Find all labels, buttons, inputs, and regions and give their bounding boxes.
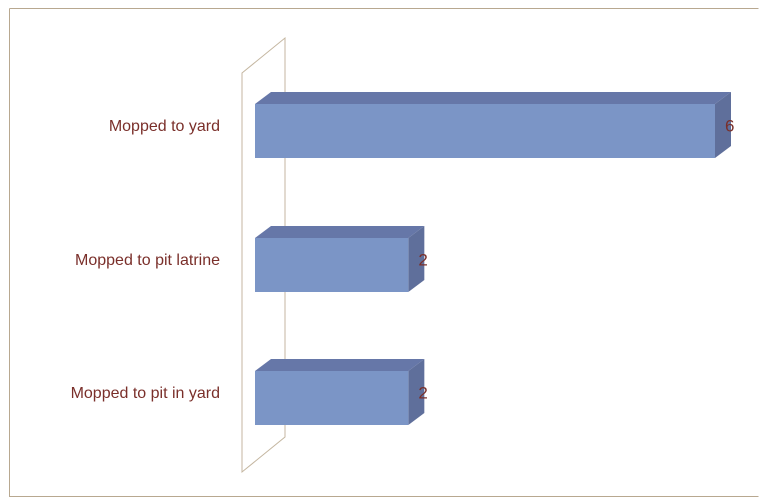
chart-border	[9, 8, 759, 497]
bars-layer	[255, 92, 731, 425]
bar-mopped-to-pit-latrine	[255, 238, 409, 292]
category-labels: Mopped to yard Mopped to pit latrine Moppe…	[71, 118, 221, 402]
axis-wall	[241, 36, 286, 474]
category-label-mopped-to-yard: Mopped to yard	[109, 118, 220, 135]
category-label-mopped-to-pit-in-yard: Mopped to pit in yard	[71, 385, 220, 402]
bar-top-mopped-to-pit-in-yard	[255, 359, 425, 371]
bar-side-mopped-to-pit-in-yard	[408, 359, 425, 425]
bar-top-mopped-to-pit-latrine	[255, 226, 425, 238]
category-label-mopped-to-pit-latrine: Mopped to pit latrine	[75, 252, 220, 269]
bar-side-mopped-to-pit-latrine	[408, 226, 425, 292]
bar-side-mopped-to-yard	[715, 92, 731, 158]
bar-mopped-to-pit-in-yard	[255, 371, 409, 425]
value-labels: 6 2 2	[418, 116, 734, 402]
bar-top-mopped-to-yard	[255, 92, 731, 104]
value-label-mopped-to-yard: 6	[725, 116, 734, 135]
value-label-mopped-to-pit-latrine: 2	[418, 250, 427, 269]
bar-mopped-to-yard	[255, 104, 715, 158]
value-label-mopped-to-pit-in-yard: 2	[418, 383, 427, 402]
